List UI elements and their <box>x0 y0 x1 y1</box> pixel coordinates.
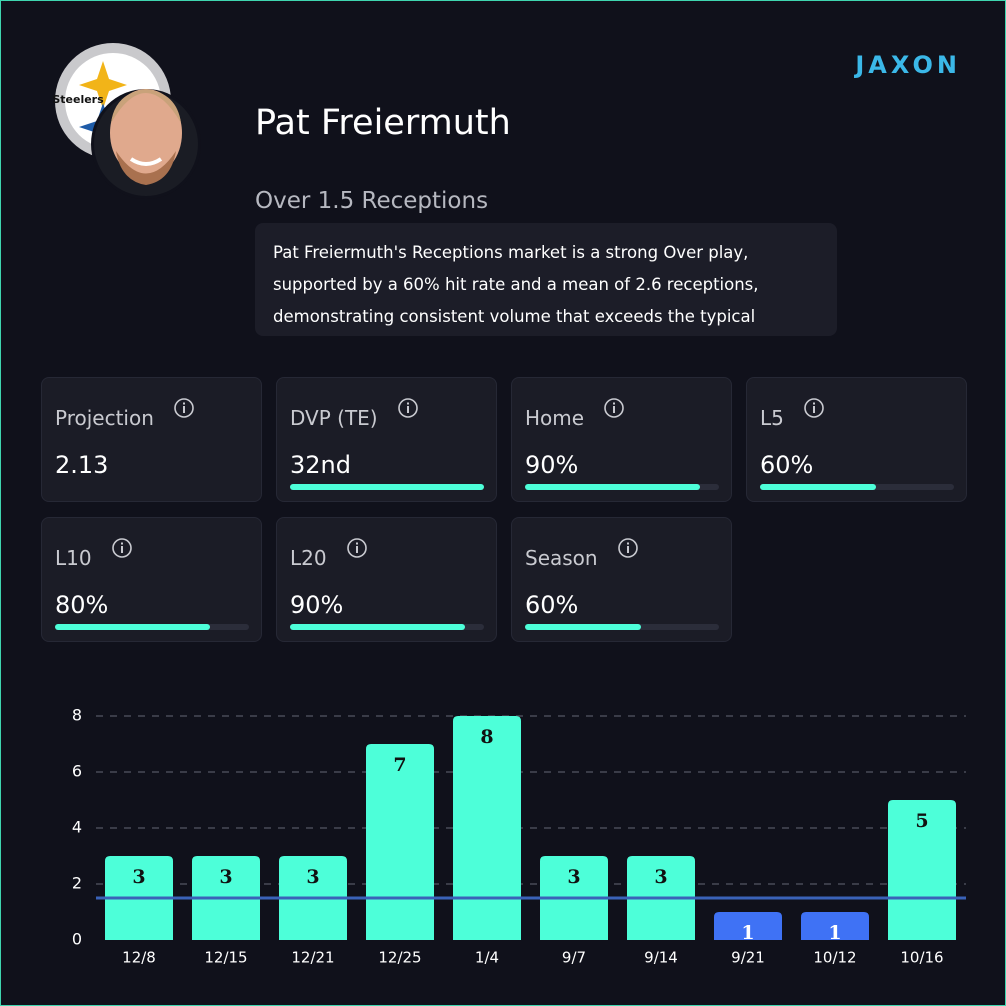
value-label: 5 <box>915 810 928 832</box>
progress-fill <box>55 624 211 630</box>
info-dot <box>121 542 123 545</box>
bar <box>453 716 521 940</box>
stat-card: Season 60% <box>511 517 732 642</box>
stat-label: Projection <box>55 406 154 430</box>
y-tick-label: 8 <box>72 706 82 725</box>
x-tick-label: 1/4 <box>475 949 499 967</box>
bar <box>366 744 434 940</box>
info-ring <box>618 538 638 558</box>
stat-label: L5 <box>760 406 784 430</box>
stat-value: 90% <box>525 451 579 479</box>
info-ring <box>398 398 418 418</box>
info-ring <box>174 398 194 418</box>
progress-track <box>290 624 484 630</box>
value-label: 3 <box>654 866 667 888</box>
info-icon <box>174 398 194 418</box>
player-name: Pat Freiermuth <box>255 103 511 143</box>
stat-value: 80% <box>55 591 109 619</box>
stat-card: Projection 2.13 <box>41 377 262 502</box>
progress-fill <box>525 624 642 630</box>
stat-card: Home 90% <box>511 377 732 502</box>
info-stem <box>407 406 409 413</box>
x-tick-label: 12/15 <box>204 949 247 967</box>
progress-fill <box>290 484 484 490</box>
stat-label: L20 <box>290 546 327 570</box>
stat-card: L10 80% <box>41 517 262 642</box>
info-stem <box>356 546 358 553</box>
info-stem <box>613 406 615 413</box>
stat-label: Home <box>525 406 585 430</box>
stat-label: DVP (TE) <box>290 406 378 430</box>
info-dot <box>627 542 629 545</box>
progress-track <box>760 484 954 490</box>
info-icon <box>398 398 418 418</box>
brand-logo: JAXON <box>855 51 961 79</box>
info-icon <box>604 398 624 418</box>
stat-card: DVP (TE) 32nd <box>276 377 497 502</box>
x-tick-label: 12/21 <box>291 949 334 967</box>
bar <box>888 800 956 940</box>
info-stem <box>121 546 123 553</box>
info-ring <box>804 398 824 418</box>
info-icon <box>804 398 824 418</box>
value-label: 8 <box>480 726 493 748</box>
stat-value: 60% <box>760 451 814 479</box>
x-tick-label: 9/21 <box>731 949 765 967</box>
stat-value: 32nd <box>290 451 351 479</box>
info-icon <box>112 538 132 558</box>
stat-value: 2.13 <box>55 451 109 479</box>
x-tick-label: 9/14 <box>644 949 678 967</box>
y-tick-label: 2 <box>72 874 82 893</box>
y-tick-label: 4 <box>72 818 82 837</box>
info-icon <box>618 538 638 558</box>
market: Over 1.5 Receptions <box>255 188 489 214</box>
progress-fill <box>290 624 465 630</box>
stat-label: Season <box>525 546 598 570</box>
progress-fill <box>760 484 877 490</box>
bar <box>714 912 782 940</box>
info-stem <box>627 546 629 553</box>
stat-value: 90% <box>290 591 344 619</box>
x-tick-label: 10/12 <box>813 949 856 967</box>
value-label: 3 <box>567 866 580 888</box>
stat-label: L10 <box>55 546 92 570</box>
y-tick-label: 0 <box>72 930 82 949</box>
progress-fill <box>525 484 700 490</box>
value-label: 7 <box>393 754 406 776</box>
x-tick-label: 12/8 <box>122 949 156 967</box>
bar <box>801 912 869 940</box>
summary: Pat Freiermuth's Receptions market is a … <box>255 223 837 336</box>
chart: 0 2 4 6 8 12/8 3 12/15 3 12/21 3 12/25 7 1/4 8 9/7 3 9/14… <box>72 706 966 967</box>
info-dot <box>183 402 185 405</box>
avatar: Steelers <box>52 43 201 199</box>
info-dot <box>613 402 615 405</box>
info-stem <box>813 406 815 413</box>
progress-track <box>290 484 484 490</box>
info-dot <box>356 542 358 545</box>
team-name: Steelers <box>52 93 104 106</box>
value-label: 3 <box>306 866 319 888</box>
x-tick-label: 9/7 <box>562 949 586 967</box>
info-dot <box>407 402 409 405</box>
stat-value: 60% <box>525 591 579 619</box>
info-ring <box>347 538 367 558</box>
info-stem <box>183 406 185 413</box>
value-label: 3 <box>132 866 145 888</box>
x-tick-label: 12/25 <box>378 949 421 967</box>
progress-track <box>55 624 249 630</box>
value-label: 1 <box>828 922 841 944</box>
x-tick-label: 10/16 <box>900 949 943 967</box>
stat-card: L20 90% <box>276 517 497 642</box>
progress-track <box>525 624 719 630</box>
progress-track <box>525 484 719 490</box>
stat-card: L5 60% <box>746 377 967 502</box>
info-icon <box>347 538 367 558</box>
value-label: 1 <box>741 922 754 944</box>
info-ring <box>112 538 132 558</box>
info-dot <box>813 402 815 405</box>
y-tick-label: 6 <box>72 762 82 781</box>
info-ring <box>604 398 624 418</box>
value-label: 3 <box>219 866 232 888</box>
